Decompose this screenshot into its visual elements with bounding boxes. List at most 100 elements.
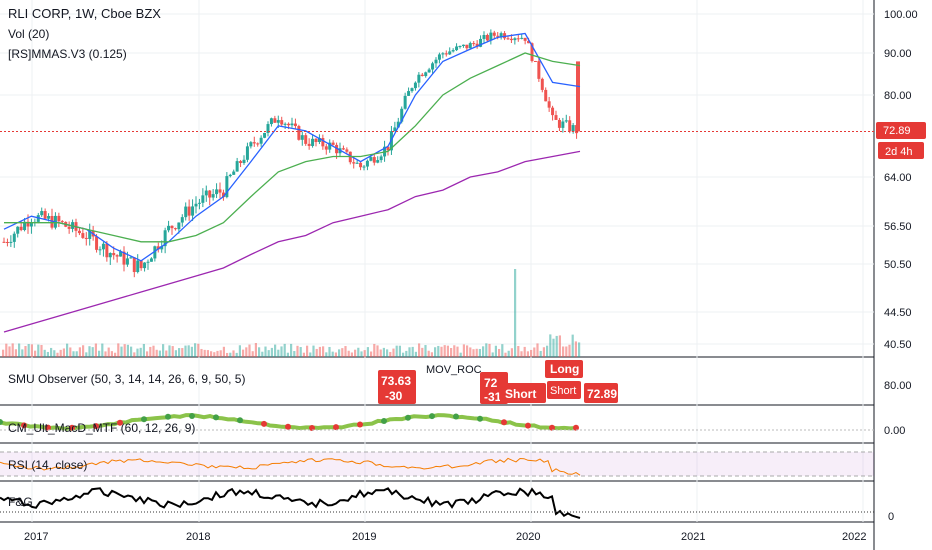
candle-body [437, 54, 441, 60]
volume-bar [293, 351, 296, 357]
candle-body [40, 211, 44, 216]
volume-bar [370, 351, 373, 357]
candle-body [283, 123, 287, 125]
volume-bar [21, 349, 24, 357]
volume-bar [178, 348, 181, 357]
rsi-line [0, 457, 581, 476]
candle-body [321, 138, 325, 147]
macd-dot [69, 424, 75, 431]
candle-body [119, 251, 123, 257]
macd-dot [237, 417, 243, 424]
volume-bar [8, 346, 11, 357]
candle-body [503, 33, 507, 39]
volume-bar [142, 343, 145, 357]
countdown-badge [878, 142, 924, 159]
volume-bar [427, 350, 430, 357]
macd-dot [189, 413, 195, 419]
volume-bar [203, 349, 206, 357]
candle-body [50, 216, 54, 228]
volume-bar [40, 344, 43, 357]
price-tag-text: 72.89 [587, 387, 617, 401]
macd-dot [333, 424, 339, 431]
candle-body [571, 125, 575, 132]
macd-dot [405, 414, 411, 421]
candle-body [19, 226, 23, 231]
candle-body [173, 228, 177, 230]
volume-bar [274, 344, 277, 357]
candle-body [23, 221, 27, 231]
volume-bar [283, 343, 286, 357]
macd-dot [117, 419, 123, 426]
candle-body [191, 206, 195, 216]
volume-bar [421, 347, 424, 357]
price-tick: 50.50 [884, 259, 912, 271]
candle-body [496, 35, 500, 37]
candle-body [376, 160, 380, 163]
indicator-panes [0, 413, 874, 519]
volume-bar [450, 348, 453, 357]
volume-bar [440, 346, 443, 357]
candle-body [12, 233, 16, 242]
candle-body [125, 258, 129, 265]
candle-body [410, 88, 414, 92]
price-tick: 56.50 [884, 221, 912, 233]
candle-body [513, 38, 517, 41]
candle-body [221, 192, 225, 198]
volume-bar [469, 347, 472, 357]
volume-bar [389, 351, 392, 357]
candle-body [252, 142, 256, 144]
candle-body [362, 166, 366, 168]
smu-legend: SMU Observer (50, 3, 14, 14, 26, 6, 9, 5… [8, 372, 246, 386]
candle-body [47, 216, 51, 219]
volume-bar [539, 350, 542, 357]
candle-body [81, 233, 85, 238]
moving-averages [0, 32, 874, 333]
volume-bar [574, 341, 577, 357]
macd-dot [525, 422, 531, 429]
macd-dot [21, 422, 27, 429]
candle-body [273, 118, 277, 123]
candle-body [441, 53, 445, 55]
candle-body [29, 222, 33, 227]
candle-body [16, 226, 20, 234]
volume-bar [552, 338, 555, 357]
candle-body [544, 89, 548, 102]
volume-bar [446, 345, 449, 357]
candle-body [263, 132, 267, 138]
volume-bar [101, 343, 104, 357]
time-axis[interactable]: 2017 2018 2019 2020 2021 2022 [24, 531, 866, 543]
volume-bar [459, 352, 462, 357]
candle-body [317, 138, 321, 142]
volume-bar [171, 346, 174, 357]
candle-body [393, 127, 397, 132]
volume-bar [91, 347, 94, 357]
volume-bar [504, 352, 507, 357]
macd-dot [165, 413, 171, 420]
volume-bar [347, 350, 350, 357]
candle-body [335, 144, 339, 154]
volume-bar [162, 344, 165, 357]
candle-body [276, 120, 280, 123]
candle-body [57, 215, 61, 222]
candles [2, 29, 580, 278]
mmas-legend: [RS]MMAS.V3 (0.125) [8, 47, 127, 61]
price-tick: 44.50 [884, 307, 912, 319]
volume-bar [56, 352, 59, 357]
volume-bars [2, 269, 581, 357]
price-axis[interactable]: 100.00 90.00 80.00 64.00 56.50 50.50 44.… [884, 9, 918, 351]
volume-bar [411, 346, 414, 357]
volume-bar [414, 351, 417, 357]
time-label: 2019 [352, 531, 376, 543]
volume-bar [200, 348, 203, 357]
candle-body [153, 246, 157, 259]
volume-bar [523, 346, 526, 357]
candle-body [533, 61, 537, 63]
candle-body [194, 203, 198, 207]
macd-dot [93, 423, 99, 430]
volume-bar [514, 269, 517, 357]
volume-bar [482, 346, 485, 357]
fg-legend: F&G [8, 495, 33, 509]
macd-dot [261, 420, 267, 427]
candle-body [345, 149, 349, 152]
